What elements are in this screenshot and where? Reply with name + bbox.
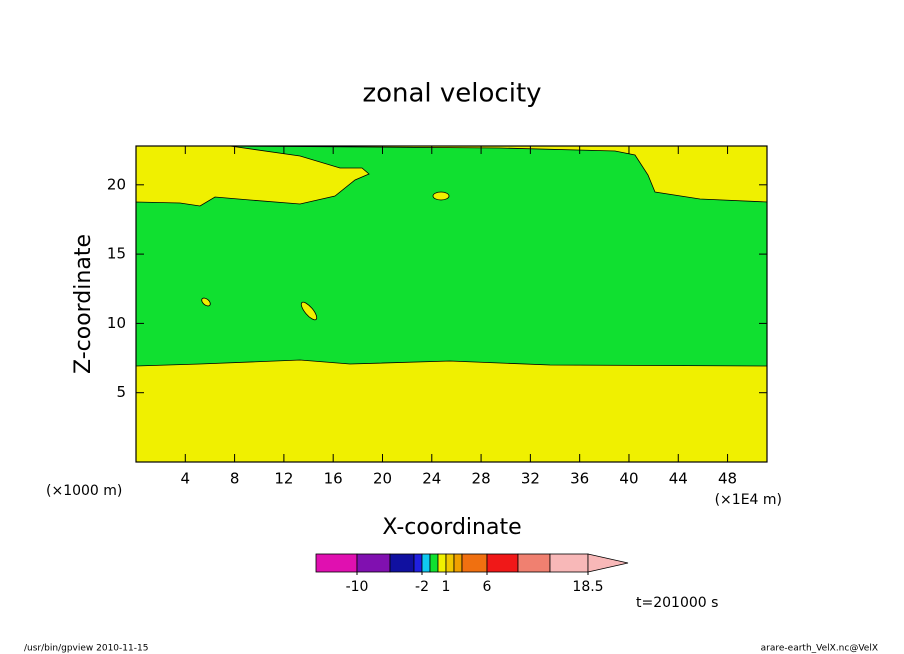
x-tick-label: 16 <box>324 470 343 488</box>
y-tick-label: 15 <box>107 245 126 263</box>
x-tick-label: 4 <box>181 470 191 488</box>
field-island <box>201 297 211 307</box>
x-axis-label: X-coordinate <box>382 515 521 540</box>
colorbar-tick-label: 6 <box>483 579 492 595</box>
colorbar-tick-label: 18.5 <box>572 579 603 595</box>
y-tick-label: 20 <box>107 175 126 193</box>
x-tick-label: 20 <box>373 470 392 488</box>
colorbar-tick-label: -2 <box>415 579 429 595</box>
x-tick-label: 44 <box>669 470 688 488</box>
colorbar-box <box>413 553 423 573</box>
colorbar-box <box>429 553 439 573</box>
x-unit-right: (×1E4 m) <box>715 492 782 508</box>
colorbar-box <box>315 553 358 573</box>
field-island <box>432 191 450 201</box>
colorbar-box <box>549 553 589 573</box>
x-tick-label: 28 <box>472 470 491 488</box>
x-tick-label: 40 <box>619 470 638 488</box>
y-tick-label: 5 <box>116 383 126 401</box>
colorbar-tick-label: -10 <box>346 579 369 595</box>
colorbar-box <box>356 553 391 573</box>
x-tick-label: 12 <box>274 470 293 488</box>
x-tick-label: 24 <box>422 470 441 488</box>
colorbar-box <box>421 553 431 573</box>
plot-frame <box>135 145 768 463</box>
colorbar-tick-label: 1 <box>442 579 451 595</box>
field-green <box>135 145 768 367</box>
chart-title: zonal velocity <box>362 79 541 109</box>
x-tick-label: 32 <box>521 470 540 488</box>
x-unit-left: (×1000 m) <box>46 483 122 499</box>
y-axis-label: Z-coordinate <box>71 234 96 374</box>
colorbar-box <box>437 553 447 573</box>
colorbar-box <box>445 553 455 573</box>
time-label: t=201000 s <box>636 595 718 611</box>
colorbar-box <box>461 553 488 573</box>
x-tick-label: 8 <box>230 470 240 488</box>
colorbar-box <box>453 553 463 573</box>
footer-right: arare-earth_VelX.nc@VelX <box>761 644 878 654</box>
colorbar-box <box>486 553 519 573</box>
field-island <box>300 301 318 321</box>
footer-left: /usr/bin/gpview 2010-11-15 <box>24 644 148 654</box>
x-tick-label: 48 <box>718 470 737 488</box>
colorbar-box <box>517 553 551 573</box>
colorbar-box <box>389 553 415 573</box>
y-tick-label: 10 <box>107 314 126 332</box>
x-tick-label: 36 <box>570 470 589 488</box>
colorbar-arrow <box>587 553 629 573</box>
